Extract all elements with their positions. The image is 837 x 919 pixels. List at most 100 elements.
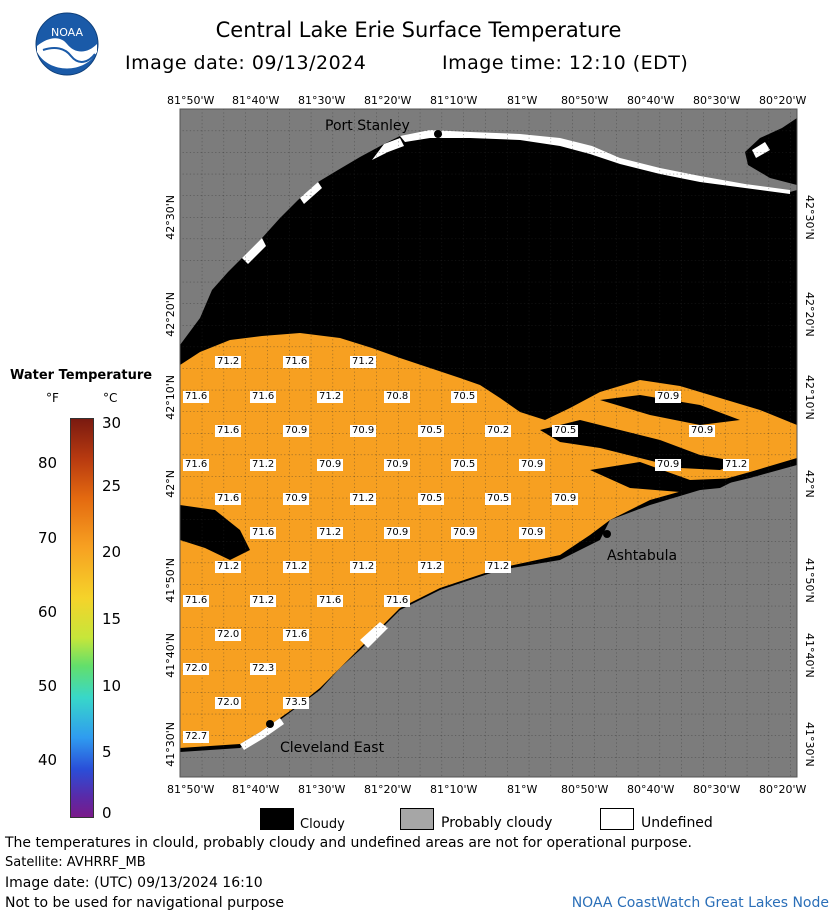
port-stanley-marker bbox=[434, 130, 442, 138]
lat-tick: 41°50'N bbox=[803, 558, 816, 603]
temperature-label: 70.9 bbox=[283, 493, 310, 505]
temperature-label: 70.9 bbox=[519, 459, 546, 471]
temperature-label: 70.2 bbox=[485, 425, 512, 437]
temperature-label: 70.5 bbox=[451, 391, 478, 403]
temperature-label: 71.2 bbox=[215, 561, 242, 573]
temperature-label: 72.3 bbox=[250, 663, 277, 675]
satellite-info: Satellite: AVHRRF_MB bbox=[5, 855, 146, 870]
ashtabula-marker bbox=[603, 530, 611, 538]
temperature-label: 70.8 bbox=[384, 391, 411, 403]
utc-date: Image date: (UTC) 09/13/2024 16:10 bbox=[5, 875, 263, 891]
lon-tick: 81°30'W bbox=[298, 94, 346, 107]
lat-tick: 42°N bbox=[803, 470, 816, 498]
nav-warning: Not to be used for navigational purpose bbox=[5, 895, 284, 911]
c-label: 5 bbox=[102, 743, 112, 761]
temperature-label: 71.2 bbox=[250, 595, 277, 607]
place-ashtabula: Ashtabula bbox=[607, 548, 678, 564]
image-time: Image time: 12:10 (EDT) bbox=[442, 52, 689, 74]
f-label: 60 bbox=[38, 603, 58, 621]
temperature-label: 71.2 bbox=[317, 391, 344, 403]
lon-tick: 81°10'W bbox=[430, 94, 478, 107]
temperature-label: 72.7 bbox=[183, 731, 210, 743]
legend-unit-c: °C bbox=[103, 391, 118, 405]
temperature-label: 71.6 bbox=[250, 391, 277, 403]
lon-tick: 80°30'W bbox=[693, 94, 741, 107]
c-label: 20 bbox=[102, 543, 122, 561]
lon-tick: 80°40'W bbox=[627, 783, 675, 796]
image-date: Image date: 09/13/2024 bbox=[125, 52, 367, 74]
lon-tick: 81°30'W bbox=[298, 783, 346, 796]
temperature-label: 72.0 bbox=[183, 663, 210, 675]
svg-text:NOAA: NOAA bbox=[51, 26, 84, 39]
temperature-label: 72.0 bbox=[215, 697, 242, 709]
temperature-label: 70.9 bbox=[317, 459, 344, 471]
c-label: 0 bbox=[102, 804, 112, 822]
lon-tick: 80°50'W bbox=[561, 783, 609, 796]
temperature-label: 70.5 bbox=[485, 493, 512, 505]
temperature-label: 70.9 bbox=[552, 493, 579, 505]
temperature-label: 70.5 bbox=[418, 493, 445, 505]
lat-tick: 42°20'N bbox=[803, 292, 816, 337]
temperature-label: 70.9 bbox=[689, 425, 716, 437]
temperature-label: 71.2 bbox=[350, 356, 377, 368]
temperature-label: 71.6 bbox=[317, 595, 344, 607]
legend-title: Water Temperature bbox=[10, 368, 153, 383]
temperature-label: 70.9 bbox=[384, 527, 411, 539]
c-label: 30 bbox=[102, 414, 122, 432]
lon-tick: 81°50'W bbox=[167, 783, 215, 796]
temperature-label: 70.9 bbox=[283, 425, 310, 437]
temperature-label: 71.2 bbox=[283, 561, 310, 573]
lon-tick: 81°W bbox=[507, 94, 538, 107]
undefined-label: Undefined bbox=[641, 815, 713, 831]
f-label: 40 bbox=[38, 751, 58, 769]
temperature-label: 71.6 bbox=[283, 629, 310, 641]
temperature-label: 71.6 bbox=[215, 493, 242, 505]
temperature-label: 71.6 bbox=[183, 391, 210, 403]
temperature-label: 70.9 bbox=[655, 459, 682, 471]
noaa-logo: NOAA bbox=[35, 12, 99, 76]
map-title: Central Lake Erie Surface Temperature bbox=[215, 18, 622, 42]
lon-tick: 80°20'W bbox=[759, 783, 807, 796]
temperature-label: 72.0 bbox=[215, 629, 242, 641]
temperature-label: 71.2 bbox=[215, 356, 242, 368]
lon-tick: 81°50'W bbox=[167, 94, 215, 107]
c-label: 15 bbox=[102, 610, 122, 628]
temperature-label: 71.2 bbox=[250, 459, 277, 471]
lon-tick: 80°40'W bbox=[627, 94, 675, 107]
credit: NOAA CoastWatch Great Lakes Node bbox=[571, 895, 829, 911]
temperature-label: 71.2 bbox=[418, 561, 445, 573]
lon-tick: 81°20'W bbox=[364, 783, 412, 796]
probably-cloudy-swatch bbox=[400, 808, 434, 830]
lon-tick: 81°W bbox=[507, 783, 538, 796]
c-label: 10 bbox=[102, 677, 122, 695]
lon-tick: 81°20'W bbox=[364, 94, 412, 107]
cleveland-marker bbox=[266, 720, 274, 728]
temperature-label: 70.9 bbox=[350, 425, 377, 437]
cloudy-swatch bbox=[260, 808, 294, 830]
temperature-label: 71.6 bbox=[384, 595, 411, 607]
noaa-logo-icon: NOAA bbox=[35, 12, 99, 76]
temperature-label: 70.5 bbox=[418, 425, 445, 437]
temperature-label: 70.9 bbox=[451, 527, 478, 539]
lat-tick: 41°40'N bbox=[803, 633, 816, 678]
cloudy-label: Cloudy bbox=[300, 817, 345, 832]
lat-tick: 42°30'N bbox=[803, 195, 816, 240]
legend-unit-f: °F bbox=[46, 391, 59, 405]
f-label: 50 bbox=[38, 677, 58, 695]
lon-tick: 81°40'W bbox=[232, 94, 280, 107]
color-bar bbox=[70, 418, 94, 818]
lat-tick: 41°30'N bbox=[803, 722, 816, 767]
lat-tick: 42°10'N bbox=[803, 375, 816, 420]
temperature-label: 70.5 bbox=[552, 425, 579, 437]
place-cleveland-east: Cleveland East bbox=[280, 740, 385, 756]
f-label: 70 bbox=[38, 529, 58, 547]
temperature-label: 71.6 bbox=[250, 527, 277, 539]
temperature-label: 71.2 bbox=[350, 493, 377, 505]
undefined-swatch bbox=[600, 808, 634, 830]
temperature-label: 71.2 bbox=[723, 459, 750, 471]
temperature-label: 71.6 bbox=[215, 425, 242, 437]
f-label: 80 bbox=[38, 454, 58, 472]
temperature-label: 71.6 bbox=[183, 595, 210, 607]
temperature-label: 71.2 bbox=[350, 561, 377, 573]
